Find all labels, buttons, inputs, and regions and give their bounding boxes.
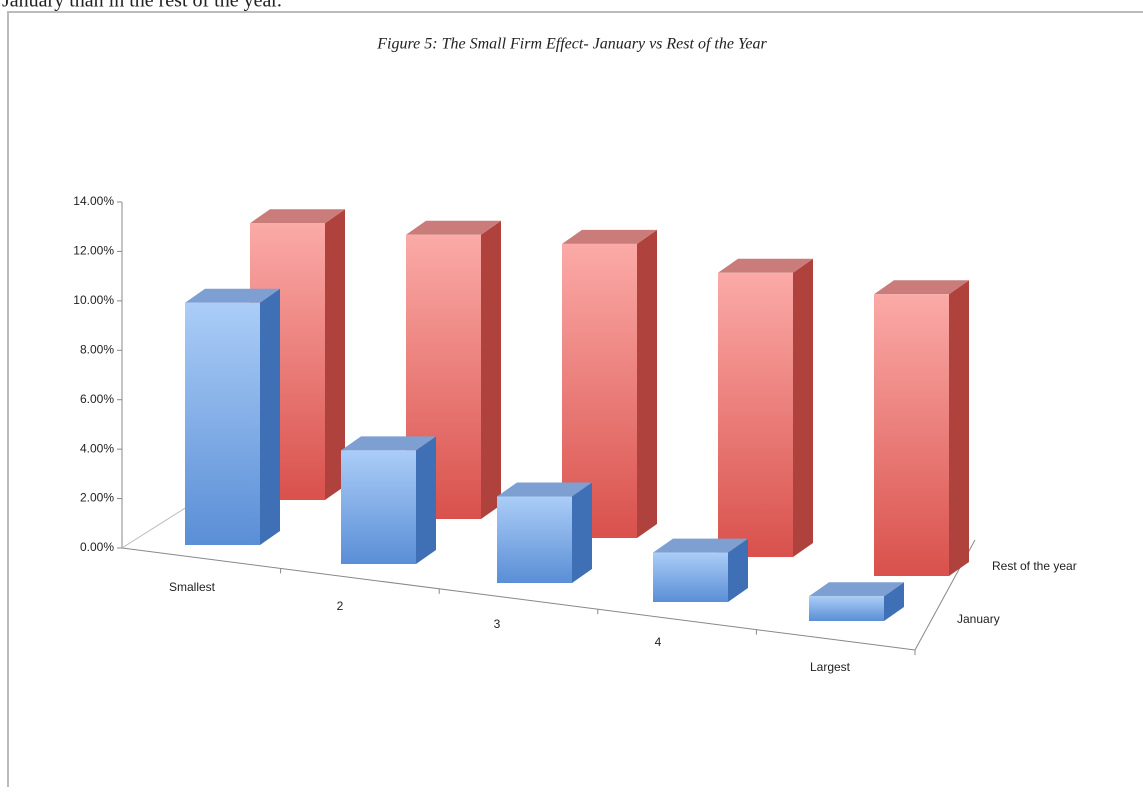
- y-tick-label: 10.00%: [73, 293, 114, 307]
- bar-top: [406, 220, 501, 235]
- bar-side: [884, 582, 904, 621]
- x-tick-label: 4: [655, 635, 662, 649]
- floor-front-edge: [121, 547, 916, 651]
- bar: [497, 496, 572, 583]
- bar-side: [481, 220, 501, 520]
- bar-top: [341, 436, 436, 451]
- frame: [7, 11, 1143, 787]
- floor-depth-edge: [121, 504, 191, 549]
- bar: [185, 302, 260, 545]
- y-tick-label: 8.00%: [80, 342, 114, 356]
- bar: [341, 450, 416, 564]
- chart-title: Figure 5: The Small Firm Effect- January…: [376, 36, 767, 53]
- bar-side: [260, 288, 280, 545]
- bar-top: [250, 209, 345, 224]
- bar: [653, 552, 728, 602]
- bar-top: [185, 288, 280, 303]
- bar: [809, 596, 884, 621]
- bar-top: [874, 280, 969, 295]
- bar-side: [637, 229, 657, 538]
- y-tick-label: 6.00%: [80, 392, 114, 406]
- bar-side: [325, 209, 345, 500]
- bar-side: [949, 280, 969, 576]
- bar-top: [653, 538, 748, 553]
- y-tick-label: 4.00%: [80, 441, 114, 455]
- bar-top: [497, 482, 592, 497]
- x-tick-label: Largest: [810, 660, 851, 674]
- series-label: Rest of the year: [992, 559, 1077, 573]
- context-text: January than in the rest of the year.: [2, 0, 282, 12]
- bar-side: [728, 538, 748, 602]
- bar-top: [718, 258, 813, 273]
- x-tick-label: 2: [337, 599, 344, 613]
- bar: [718, 272, 793, 557]
- x-tick-label: 3: [494, 617, 501, 631]
- bar-top: [562, 229, 657, 244]
- bar: [874, 294, 949, 576]
- series-label: January: [957, 612, 1000, 626]
- x-tick-label: Smallest: [169, 580, 216, 594]
- y-tick-label: 14.00%: [73, 194, 114, 208]
- bar-top: [809, 582, 904, 597]
- y-tick-label: 12.00%: [73, 244, 114, 258]
- y-tick-label: 2.00%: [80, 491, 114, 505]
- y-tick-label: 0.00%: [80, 540, 114, 554]
- bar-side: [572, 482, 592, 583]
- bar-side: [416, 436, 436, 564]
- bar-side: [793, 258, 813, 557]
